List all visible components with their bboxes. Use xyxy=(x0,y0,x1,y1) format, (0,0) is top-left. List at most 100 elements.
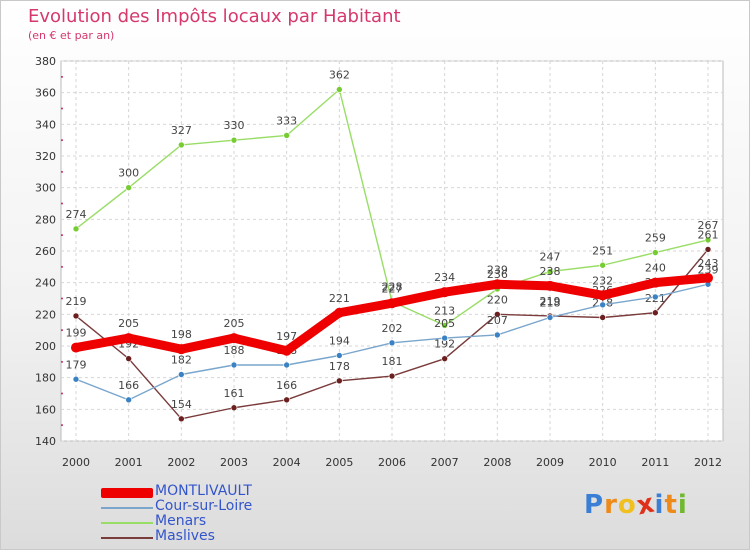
data-point-cour-sur-loire xyxy=(72,375,80,383)
data-point-menars xyxy=(441,322,448,329)
data-point-maslives xyxy=(494,311,501,318)
data-point-montlivault xyxy=(597,290,608,301)
legend-swatch-montlivault xyxy=(101,488,153,498)
data-point-montlivault xyxy=(387,298,397,309)
data-label-montlivault: 205 xyxy=(224,317,245,330)
data-label-montlivault: 221 xyxy=(329,292,350,305)
data-point-menars xyxy=(283,132,290,139)
data-label-cour-sur-loire: 205 xyxy=(434,317,455,330)
data-label-menars: 362 xyxy=(329,69,350,82)
y-tick-label: 280 xyxy=(35,213,56,226)
data-label-menars: 327 xyxy=(171,124,192,137)
data-point-maslives xyxy=(441,355,448,362)
y-minor-tick xyxy=(61,265,63,268)
data-label-montlivault: 205 xyxy=(118,317,139,330)
data-point-menars xyxy=(230,136,238,144)
data-point-cour-sur-loire xyxy=(336,352,343,359)
logo-letter: i xyxy=(654,490,665,520)
data-label-menars: 236 xyxy=(487,268,508,281)
data-label-cour-sur-loire: 179 xyxy=(66,358,87,371)
data-label-cour-sur-loire: 218 xyxy=(540,297,561,310)
data-point-menars xyxy=(546,268,554,275)
logo-letter: t xyxy=(664,490,678,520)
y-tick-label: 200 xyxy=(35,340,56,353)
data-label-menars: 274 xyxy=(66,208,87,221)
data-point-maslives xyxy=(230,404,238,412)
x-tick-label: 2002 xyxy=(167,456,195,469)
data-label-maslives: 181 xyxy=(382,355,403,368)
data-point-menars xyxy=(599,261,606,269)
y-tick-label: 180 xyxy=(35,372,56,385)
data-label-menars: 213 xyxy=(434,304,455,317)
data-label-menars: 228 xyxy=(382,281,403,294)
data-label-maslives: 261 xyxy=(698,228,719,241)
data-label-menars: 300 xyxy=(118,167,139,180)
data-label-menars: 247 xyxy=(540,251,561,264)
data-label-montlivault: 243 xyxy=(698,257,719,270)
y-minor-tick xyxy=(61,297,63,300)
y-tick-label: 340 xyxy=(35,118,56,131)
data-point-montlivault xyxy=(492,279,503,290)
y-minor-tick xyxy=(61,424,63,427)
data-label-maslives: 154 xyxy=(171,398,192,411)
data-point-cour-sur-loire xyxy=(125,396,132,404)
x-tick-label: 2003 xyxy=(220,456,248,469)
data-point-maslives xyxy=(388,372,396,380)
legend-swatch-maslives xyxy=(101,537,153,539)
logo-letter: r xyxy=(604,490,618,520)
data-point-montlivault xyxy=(176,344,187,355)
legend-label: MONTLIVAULT xyxy=(155,483,252,499)
y-minor-tick xyxy=(61,107,63,110)
x-tick-label: 2011 xyxy=(641,456,669,469)
data-label-menars: 330 xyxy=(224,119,245,132)
legend-swatch-cour-sur-loire xyxy=(101,507,153,509)
data-label-montlivault: 238 xyxy=(540,265,561,278)
y-minor-tick xyxy=(61,170,63,173)
data-point-cour-sur-loire xyxy=(388,339,396,347)
x-tick-label: 2006 xyxy=(378,456,406,469)
data-point-montlivault xyxy=(439,287,450,298)
y-tick-label: 240 xyxy=(35,277,56,290)
data-label-montlivault: 239 xyxy=(487,263,508,276)
legend-label: Maslives xyxy=(155,528,215,544)
data-label-menars: 333 xyxy=(276,114,297,127)
data-label-menars: 251 xyxy=(592,244,613,257)
data-point-maslives xyxy=(125,355,132,362)
legend-label: Menars xyxy=(155,513,207,529)
data-point-cour-sur-loire xyxy=(599,301,606,309)
data-point-cour-sur-loire xyxy=(441,334,448,342)
data-label-maslives: 192 xyxy=(434,338,455,351)
x-tick-label: 2000 xyxy=(62,456,90,469)
data-label-menars: 267 xyxy=(698,219,719,232)
data-label-montlivault: 234 xyxy=(434,271,455,284)
y-minor-tick xyxy=(61,392,63,395)
x-tick-label: 2012 xyxy=(694,456,722,469)
x-tick-label: 2005 xyxy=(325,456,353,469)
y-minor-tick xyxy=(61,202,63,205)
chart-subtitle: (en € et par an) xyxy=(28,29,115,42)
data-label-montlivault: 240 xyxy=(645,262,666,275)
data-label-menars: 259 xyxy=(645,232,666,245)
x-tick-label: 2008 xyxy=(483,456,511,469)
y-tick-label: 320 xyxy=(35,150,56,163)
data-point-menars xyxy=(125,184,132,191)
data-point-montlivault xyxy=(71,342,81,353)
data-label-cour-sur-loire: 207 xyxy=(487,314,508,327)
data-point-montlivault xyxy=(281,345,292,356)
logo-letter: P xyxy=(584,490,605,520)
y-minor-tick xyxy=(61,329,63,332)
data-label-cour-sur-loire: 166 xyxy=(118,379,139,392)
data-point-maslives xyxy=(704,246,712,253)
data-point-menars xyxy=(704,236,712,244)
data-point-cour-sur-loire xyxy=(494,331,501,339)
y-tick-label: 140 xyxy=(35,435,56,448)
data-label-cour-sur-loire: 188 xyxy=(224,344,245,357)
data-label-maslives: 220 xyxy=(487,293,508,306)
y-minor-tick xyxy=(61,234,63,237)
data-point-maslives xyxy=(336,377,343,385)
data-label-montlivault: 232 xyxy=(592,274,613,287)
data-point-maslives xyxy=(178,415,185,423)
data-point-cour-sur-loire xyxy=(283,361,290,369)
